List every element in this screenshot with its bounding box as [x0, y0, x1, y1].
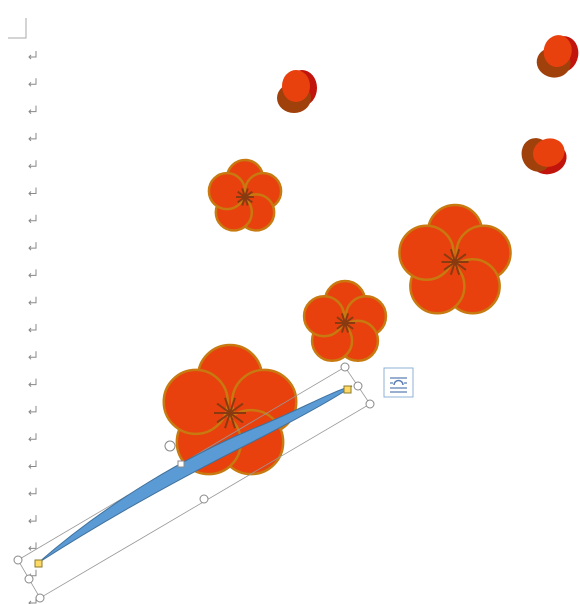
paragraph-mark [28, 351, 37, 360]
resize-handle[interactable] [365, 399, 375, 409]
paragraph-mark [28, 378, 37, 387]
flower [398, 203, 512, 315]
rotate-handle[interactable] [164, 440, 176, 452]
paragraph-mark [28, 405, 37, 415]
paragraph-mark [28, 460, 37, 469]
petal [398, 224, 455, 281]
paragraph-mark [28, 296, 37, 306]
resize-handle[interactable] [24, 574, 34, 584]
resize-handle[interactable] [199, 494, 209, 504]
stamen [344, 316, 354, 324]
edit-point[interactable] [177, 460, 185, 468]
stamen [443, 261, 456, 271]
flower-bud [536, 35, 579, 78]
adjust-handle[interactable] [34, 559, 43, 568]
stamen [454, 248, 461, 263]
stamen [454, 253, 467, 263]
stamen [454, 261, 461, 276]
resize-handle[interactable] [353, 381, 363, 391]
stamen [244, 190, 253, 198]
stamen [454, 261, 467, 271]
paragraph-mark [28, 242, 37, 251]
stamen [224, 412, 231, 429]
paragraph-mark [28, 78, 37, 87]
paragraph-mark [28, 105, 37, 114]
paragraph-mark [28, 487, 37, 497]
stamen [229, 402, 244, 414]
stamen [229, 397, 236, 414]
stamen [216, 412, 231, 424]
bud-petal [532, 138, 565, 167]
stamen [229, 412, 236, 429]
paragraph-mark [28, 433, 37, 442]
stamen [443, 253, 456, 263]
flower-bud [277, 70, 317, 113]
stamen [216, 402, 231, 414]
resize-handle[interactable] [35, 593, 45, 603]
paragraph-mark [28, 187, 37, 196]
bud-petal [282, 70, 310, 102]
stamen [224, 397, 231, 414]
flower-bud [521, 138, 567, 175]
flower [207, 158, 283, 232]
branch-shape[interactable] [37, 385, 353, 564]
resize-handle[interactable] [13, 555, 23, 565]
selected-branch[interactable] [13, 362, 375, 603]
paragraph-mark [28, 515, 37, 524]
stamen [449, 261, 456, 276]
paragraph-marks [28, 51, 37, 604]
paragraph-mark [28, 324, 37, 333]
flowers [162, 35, 579, 476]
paragraph-mark [28, 542, 37, 551]
layout-options-button[interactable] [383, 367, 414, 398]
paragraph-mark [28, 51, 37, 60]
stamen [229, 412, 244, 424]
paragraph-mark [28, 132, 37, 142]
resize-handle[interactable] [340, 362, 350, 372]
paragraph-mark [28, 214, 37, 224]
stamen [449, 248, 456, 263]
bud-petal [543, 35, 572, 68]
petal [207, 171, 247, 211]
paragraph-mark [28, 269, 37, 278]
margin-corner-mark [8, 18, 27, 39]
petal [302, 294, 346, 338]
flower [302, 279, 388, 363]
paragraph-mark [28, 160, 37, 169]
petal [162, 368, 230, 436]
adjust-handle[interactable] [343, 385, 352, 394]
